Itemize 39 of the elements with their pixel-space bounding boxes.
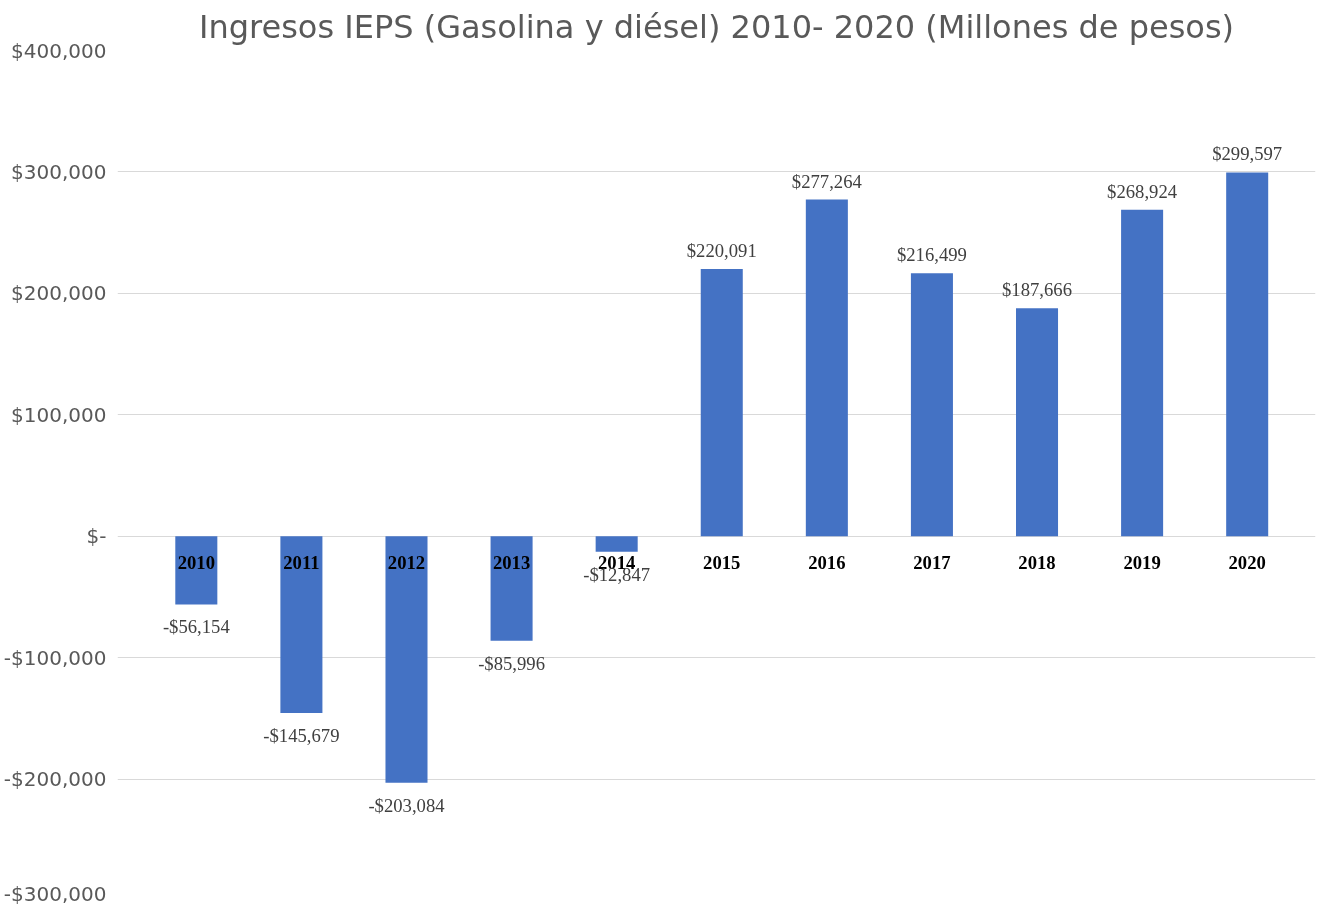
x-tick-label: 2018 [1018,552,1056,574]
x-tick-label: 2020 [1228,552,1266,574]
y-tick-label: $400,000 [11,38,107,63]
bar [910,273,953,537]
bar [1016,308,1059,537]
y-tick-label: -$200,000 [3,767,107,792]
x-tick-label: 2017 [913,552,951,574]
y-tick-label: -$100,000 [3,645,107,670]
x-tick-label: 2015 [703,552,741,574]
data-label: -$145,679 [263,725,340,747]
x-tick-label: 2010 [177,552,215,574]
chart-title: Ingresos IEPS (Gasolina y diésel) 2010- 2020 (Millones de pesos) [198,7,1235,46]
x-tick-label: 2019 [1123,552,1161,574]
data-label: $220,091 [686,239,757,261]
bar [385,536,428,783]
bar [700,268,743,537]
data-label: $216,499 [896,244,967,266]
y-tick-label: $200,000 [11,281,107,306]
y-tick-label: $300,000 [11,159,107,184]
x-tick-label: 2016 [808,552,846,574]
x-tick-label: 2011 [283,552,320,574]
y-tick-label: $100,000 [11,402,107,427]
y-tick-label: -$300,000 [3,881,107,906]
bar [1121,209,1164,537]
data-label: -$203,084 [368,794,446,816]
data-label: $268,924 [1107,180,1178,202]
data-label: -$56,154 [162,616,231,638]
data-label: -$85,996 [478,652,546,674]
data-label: $187,666 [1002,279,1073,301]
data-label: $277,264 [791,170,863,192]
bar [280,536,323,714]
bar [490,536,533,641]
data-label: $299,597 [1212,143,1283,165]
bar [805,199,848,537]
x-tick-label: 2013 [492,552,531,574]
x-tick-label: 2012 [387,552,426,574]
bar [1226,172,1269,537]
bar [595,536,638,552]
y-tick-label: $- [86,524,107,549]
